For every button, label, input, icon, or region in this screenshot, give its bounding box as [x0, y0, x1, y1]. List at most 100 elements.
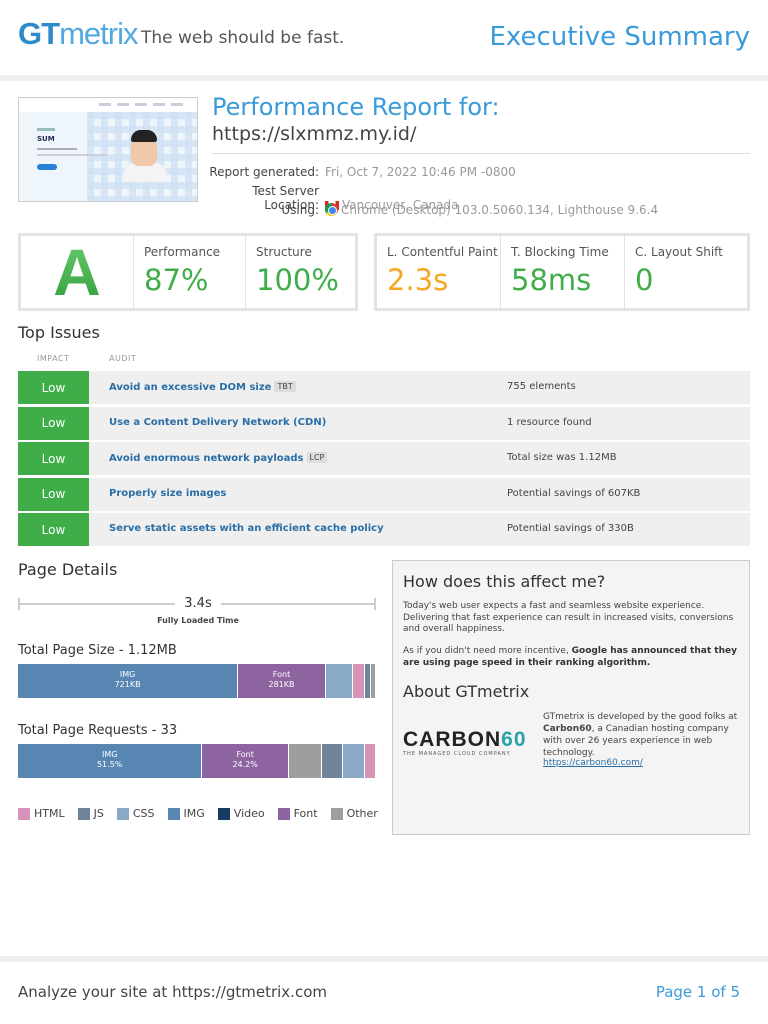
audit-tag: LCP — [306, 452, 328, 463]
screenshot-nav-item — [99, 103, 111, 106]
bar-segment-font: Font 24.2% — [202, 744, 289, 778]
resource-legend: HTML JS CSS IMG Video Font Other — [18, 807, 378, 820]
tbt-metric: T. Blocking Time 58ms — [500, 236, 624, 308]
issue-row[interactable]: Low Avoid enormous network payloads LCP Tot… — [18, 442, 750, 475]
lcp-value: 2.3s — [387, 263, 449, 297]
grade-letter: A — [53, 235, 101, 309]
logo-metrix: metrix — [59, 16, 138, 51]
structure-score: Structure 100% — [245, 236, 355, 308]
lcp-label: L. Contentful Paint — [387, 245, 498, 259]
info-box: How does this affect me? Today's web use… — [392, 560, 750, 835]
legend-item-css: CSS — [116, 807, 155, 820]
screenshot-nav-item — [117, 103, 129, 106]
issue-row[interactable]: Low Properly size images Potential savings… — [18, 477, 750, 511]
cls-label: C. Layout Shift — [635, 245, 723, 259]
fully-loaded-label: Fully Loaded Time — [157, 616, 239, 625]
legend-swatch — [116, 807, 129, 820]
audit-name[interactable]: Avoid enormous network payloads LCP — [109, 452, 328, 464]
legend-item-html: HTML — [18, 807, 65, 820]
legend-swatch — [18, 807, 30, 820]
bar-segment-font: Font 281KB — [238, 664, 326, 698]
legend-label: Other — [346, 807, 378, 820]
bar-segment-other — [288, 744, 322, 778]
web-vitals-box: L. Contentful Paint 2.3s T. Blocking Tim… — [374, 233, 750, 311]
structure-value: 100% — [256, 263, 339, 297]
legend-swatch — [77, 807, 90, 820]
screenshot-line — [37, 154, 107, 156]
lcp-metric: L. Contentful Paint 2.3s — [377, 236, 500, 308]
page-details-title: Page Details — [18, 560, 118, 579]
logo-gt: GT — [18, 16, 60, 51]
server-location-value: Vancouver, Canada — [342, 198, 459, 212]
audit-result: Potential savings of 607KB — [507, 487, 641, 499]
carbon60-logo: CARBON60 THE MANAGED CLOUD COMPANY — [403, 728, 527, 757]
audit-column-header: AUDIT — [109, 354, 137, 363]
tagline: The web should be fast. — [141, 28, 345, 48]
legend-item-js: JS — [77, 807, 104, 820]
performance-value: 87% — [144, 263, 209, 297]
bar-segment-css — [325, 664, 353, 698]
gtmetrix-logo[interactable]: GTmetrix — [18, 16, 138, 52]
screenshot-heading: SUM — [37, 135, 55, 143]
carbon60-link[interactable]: https://carbon60.com/ — [543, 758, 643, 768]
legend-label: HTML — [34, 807, 65, 820]
bar-segment-other — [370, 664, 376, 698]
footer-divider — [0, 956, 768, 962]
fully-loaded-value: 3.4s — [184, 596, 212, 611]
screenshot-nav-item — [171, 103, 183, 106]
audit-tag: TBT — [274, 381, 296, 392]
report-url[interactable]: https://slxmmz.my.id/ — [212, 123, 417, 145]
impact-column-header: IMPACT — [37, 354, 70, 363]
audit-name[interactable]: Properly size images — [109, 487, 227, 499]
screenshot-button — [37, 164, 57, 170]
audit-result: Total size was 1.12MB — [507, 452, 617, 463]
legend-label: Video — [233, 807, 265, 820]
performance-score: Performance 87% — [133, 236, 245, 308]
using-value: Chrome (Desktop) 103.0.5060.134, Lightho… — [341, 203, 659, 217]
report-generated-value: Fri, Oct 7, 2022 10:46 PM -0800 — [325, 165, 516, 179]
audit-name[interactable]: Use a Content Delivery Network (CDN) — [109, 416, 327, 428]
bar-segment-html — [352, 664, 366, 698]
page-number: Page 1 of 5 — [655, 983, 740, 1001]
screenshot-nav-item — [153, 103, 165, 106]
legend-swatch — [217, 807, 230, 820]
about-text: GTmetrix is developed by the good folks … — [543, 712, 738, 758]
page-requests-title: Total Page Requests - 33 — [18, 723, 178, 738]
screenshot-line — [37, 128, 55, 131]
legend-label: CSS — [132, 807, 155, 820]
server-location-label: Test Server Location: — [252, 184, 319, 212]
legend-swatch — [330, 807, 343, 820]
page-size-bar: IMG 721KB Font 281KB — [18, 664, 376, 698]
audit-result: Potential savings of 330B — [507, 523, 634, 534]
page-size-title: Total Page Size - 1.12MB — [18, 643, 177, 658]
legend-item-video: Video — [217, 807, 265, 820]
impact-badge: Low — [18, 477, 89, 511]
legend-swatch — [277, 807, 290, 820]
audit-name[interactable]: Serve static assets with an efficient ca… — [109, 523, 384, 534]
bar-segment-img: IMG 51.5% — [18, 744, 203, 778]
screenshot-person — [123, 162, 167, 182]
issue-row[interactable]: Low Serve static assets with an efficient… — [18, 513, 750, 546]
issue-row[interactable]: Low Avoid an excessive DOM size TBT 755 ele… — [18, 371, 750, 404]
legend-item-other: Other — [330, 807, 378, 820]
gtmetrix-grade-box: A Performance 87% Structure 100% — [18, 233, 358, 311]
bar-segment-js — [321, 744, 344, 778]
impact-badge: Low — [18, 371, 89, 404]
screenshot-nav-item — [135, 103, 147, 106]
issue-row[interactable]: Low Use a Content Delivery Network (CDN) 1… — [18, 406, 750, 440]
performance-label: Performance — [144, 245, 221, 259]
header-divider — [0, 75, 768, 81]
screenshot-nav — [19, 98, 197, 112]
affect-title: How does this affect me? — [403, 572, 606, 591]
bar-segment-img: IMG 721KB — [18, 664, 239, 698]
audit-name[interactable]: Avoid an excessive DOM size TBT — [109, 381, 296, 393]
page-title: Executive Summary — [489, 22, 751, 52]
impact-badge: Low — [18, 406, 89, 440]
report-divider — [212, 153, 750, 154]
legend-item-font: Font — [277, 807, 318, 820]
audit-result: 755 elements — [507, 381, 576, 392]
report-generated-row: Report generated: Fri, Oct 7, 2022 10:46 … — [200, 165, 760, 179]
cls-metric: C. Layout Shift 0 — [624, 236, 747, 308]
affect-paragraph-1: Today's web user expects a fast and seam… — [403, 601, 734, 634]
timeline-gap — [175, 596, 221, 612]
